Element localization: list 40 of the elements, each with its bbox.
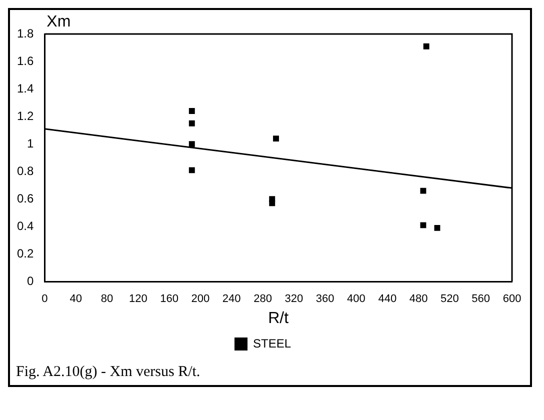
point xyxy=(188,108,195,114)
x-tick-label: 520 xyxy=(440,293,459,306)
y-tick-label: 0.8 xyxy=(16,164,34,178)
x-axis-title: R/t xyxy=(268,310,290,327)
x-tick-label: 320 xyxy=(284,293,304,306)
point xyxy=(188,167,195,174)
caption: Fig. A2.10(g) - Xm versus R/t. xyxy=(15,363,202,382)
x-tick-label: 600 xyxy=(502,293,522,306)
y-tick-label: 0.6 xyxy=(16,191,34,206)
point xyxy=(269,200,276,206)
x-tick-label: 240 xyxy=(222,293,241,306)
x-tick-label: 480 xyxy=(409,293,428,306)
point xyxy=(188,141,195,148)
x-tick-label: 280 xyxy=(254,293,272,306)
point xyxy=(434,224,440,231)
point xyxy=(420,222,426,228)
y-tick-label: 1.8 xyxy=(16,26,34,40)
y-tick-label: 1.2 xyxy=(16,108,34,123)
point xyxy=(420,188,426,194)
x-tick-label: 120 xyxy=(128,293,148,306)
x-tick-label: 40 xyxy=(70,293,82,306)
x-tick-label: 440 xyxy=(378,293,397,306)
y-tick-label: 0.4 xyxy=(16,218,34,233)
y-tick-label: 1 xyxy=(26,136,34,150)
point xyxy=(188,120,195,126)
y-tick-label: 0 xyxy=(26,274,34,288)
x-tick-label: 560 xyxy=(472,293,490,306)
x-tick-label: 0 xyxy=(42,293,48,306)
y-tick-label: 0.2 xyxy=(16,246,34,260)
x-tick-label: 360 xyxy=(316,293,334,306)
y-tick-label: 1.6 xyxy=(16,54,34,68)
x-tick-label: 80 xyxy=(100,293,114,306)
x-tick-label: 160 xyxy=(160,293,178,306)
point xyxy=(273,136,279,142)
point xyxy=(423,43,430,50)
y-tick-label: 1.4 xyxy=(16,81,34,96)
y-axis-title: Xm xyxy=(46,13,71,30)
x-tick-label: 400 xyxy=(347,293,366,306)
x-tick-label: 200 xyxy=(191,293,210,306)
legend-label: STEEL xyxy=(252,336,292,350)
